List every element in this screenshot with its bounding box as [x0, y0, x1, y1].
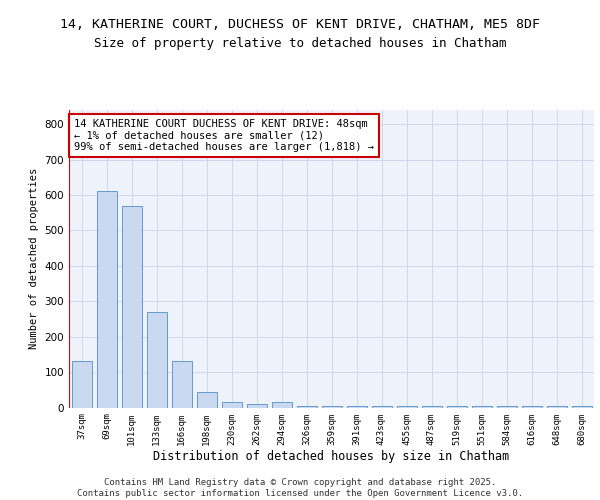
Bar: [397, 406, 416, 407]
Bar: [497, 406, 517, 407]
Y-axis label: Number of detached properties: Number of detached properties: [29, 168, 39, 350]
X-axis label: Distribution of detached houses by size in Chatham: Distribution of detached houses by size …: [154, 450, 509, 463]
Bar: [571, 406, 592, 407]
Bar: [547, 406, 566, 407]
Bar: [197, 392, 217, 407]
Text: Size of property relative to detached houses in Chatham: Size of property relative to detached ho…: [94, 38, 506, 51]
Bar: [296, 406, 317, 407]
Text: Contains HM Land Registry data © Crown copyright and database right 2025.
Contai: Contains HM Land Registry data © Crown c…: [77, 478, 523, 498]
Bar: [71, 362, 91, 408]
Bar: [121, 206, 142, 408]
Text: 14 KATHERINE COURT DUCHESS OF KENT DRIVE: 48sqm
← 1% of detached houses are smal: 14 KATHERINE COURT DUCHESS OF KENT DRIVE…: [74, 119, 374, 152]
Bar: [421, 406, 442, 407]
Bar: [521, 406, 542, 407]
Bar: [446, 406, 467, 407]
Bar: [97, 192, 116, 408]
Text: 14, KATHERINE COURT, DUCHESS OF KENT DRIVE, CHATHAM, ME5 8DF: 14, KATHERINE COURT, DUCHESS OF KENT DRI…: [60, 18, 540, 30]
Bar: [347, 406, 367, 407]
Bar: [172, 362, 191, 408]
Bar: [271, 402, 292, 407]
Bar: [472, 406, 491, 407]
Bar: [371, 406, 392, 407]
Bar: [322, 406, 341, 407]
Bar: [247, 404, 266, 407]
Bar: [221, 402, 241, 407]
Bar: [146, 312, 167, 408]
